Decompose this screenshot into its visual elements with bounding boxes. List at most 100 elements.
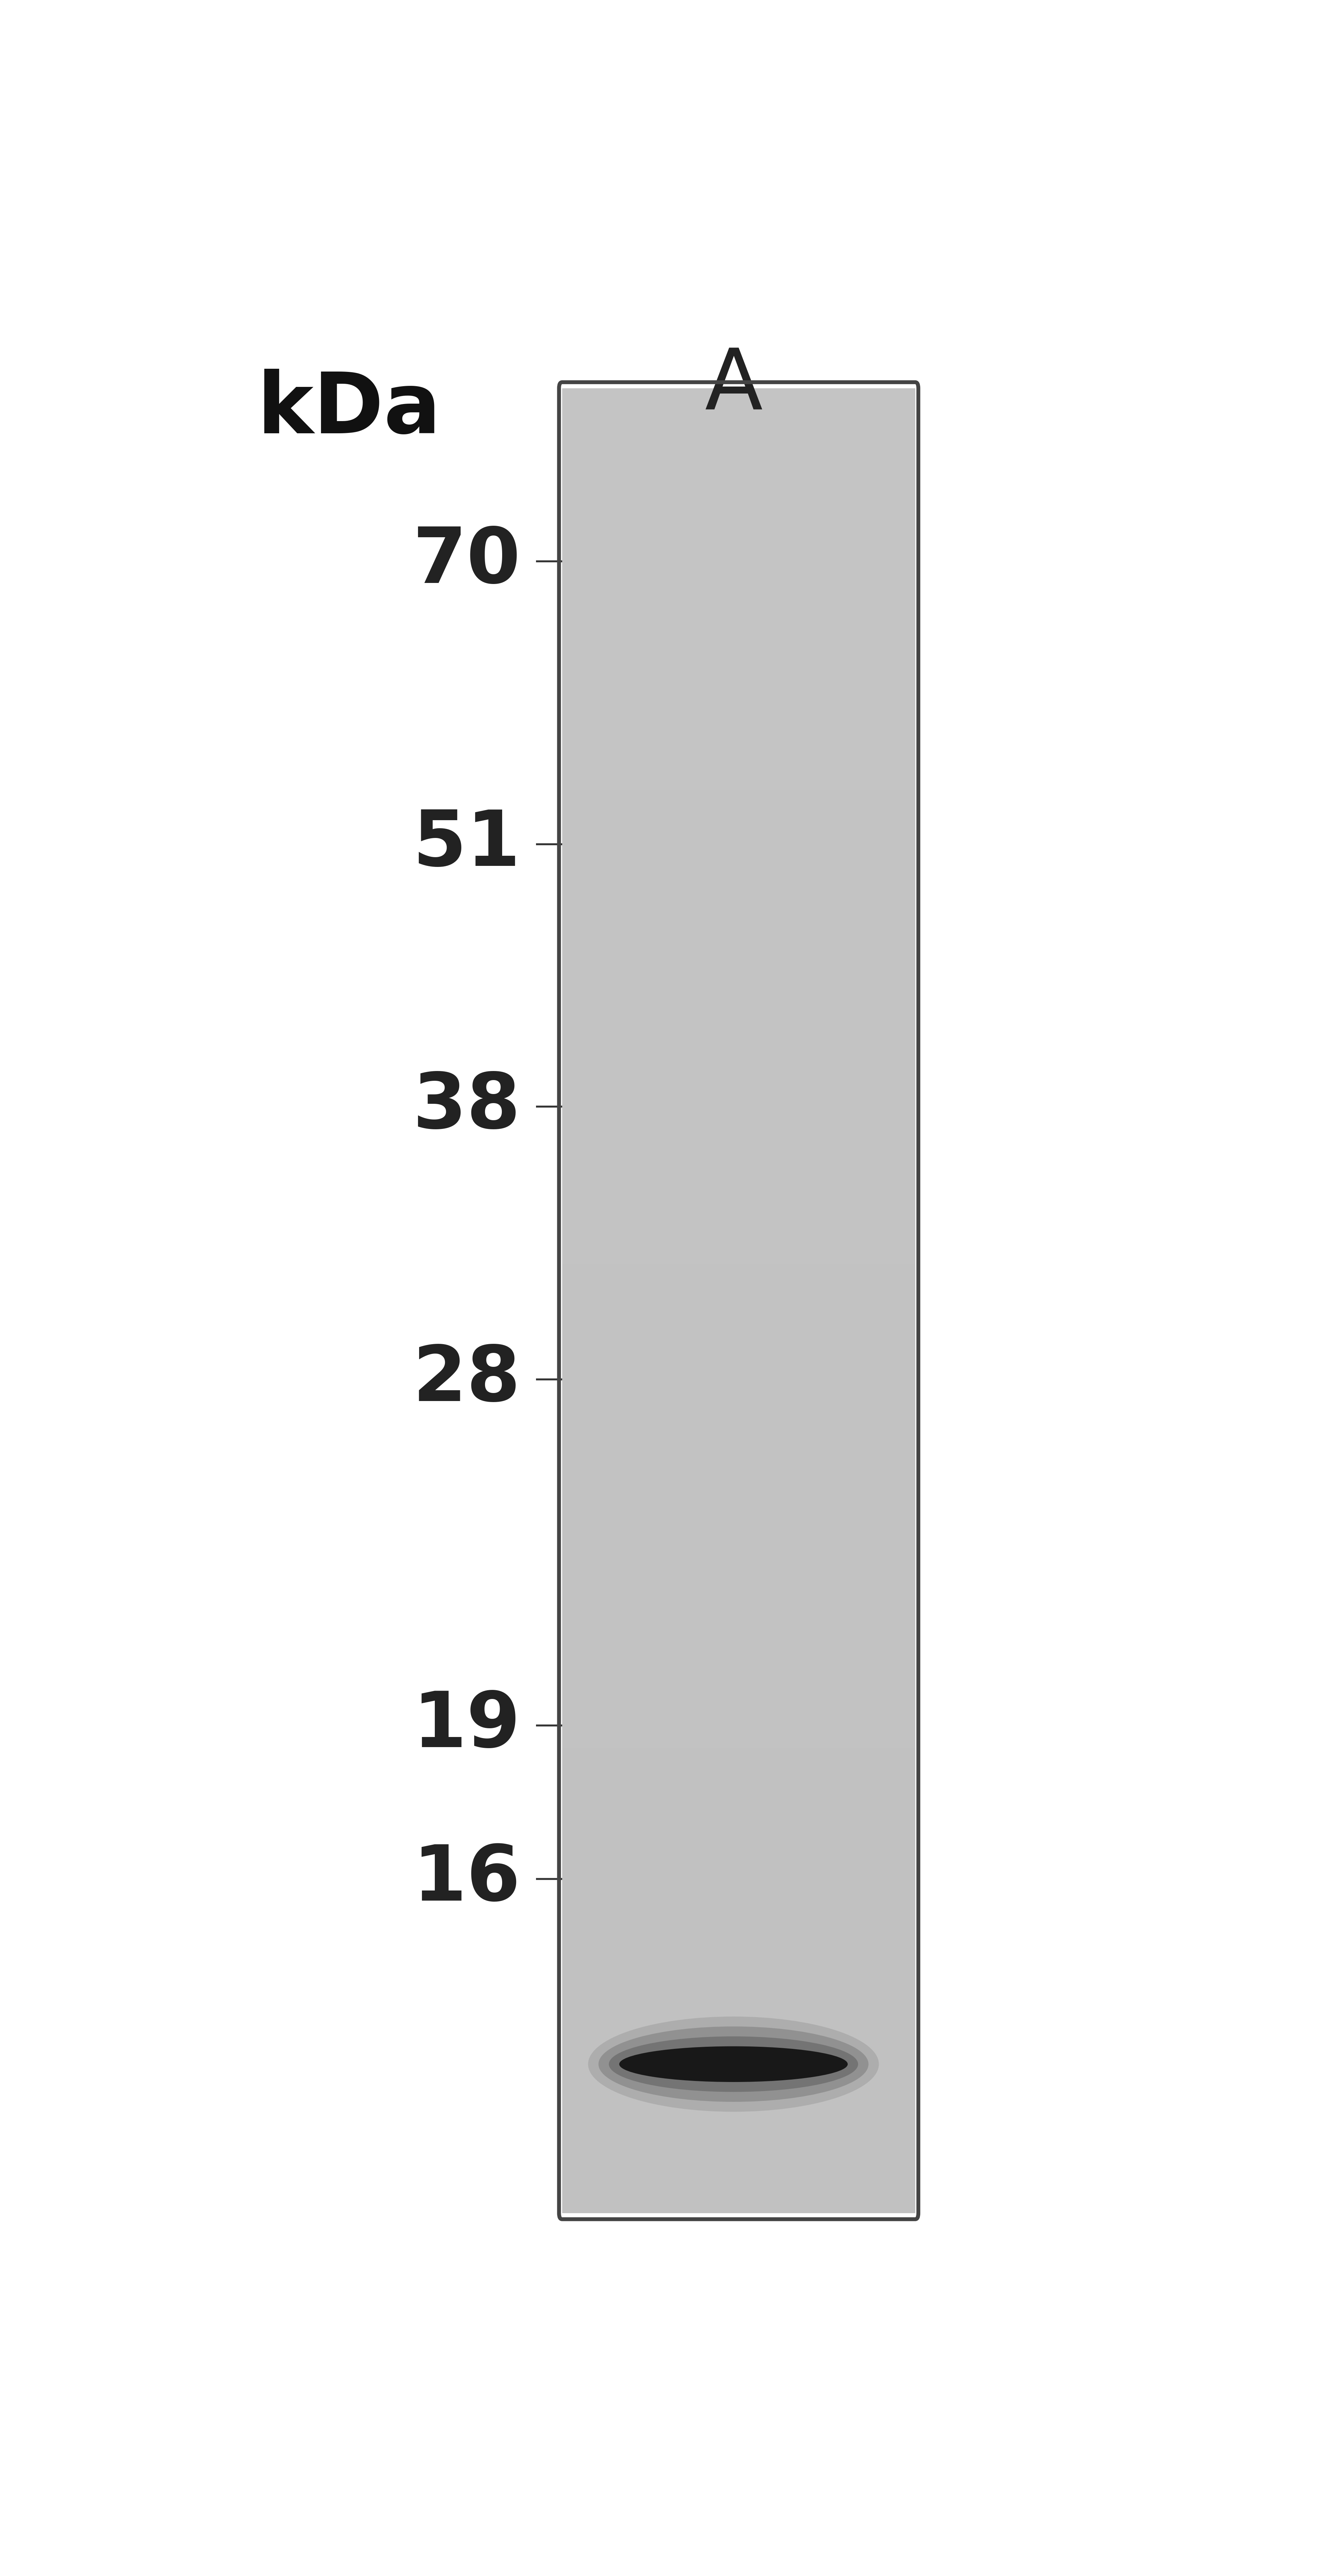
- Polygon shape: [563, 1940, 915, 1947]
- Polygon shape: [563, 1767, 915, 1775]
- Polygon shape: [563, 773, 915, 781]
- Polygon shape: [563, 1211, 915, 1218]
- Polygon shape: [563, 1373, 915, 1383]
- Polygon shape: [563, 2123, 915, 2130]
- Polygon shape: [563, 1319, 915, 1329]
- Polygon shape: [563, 1172, 915, 1182]
- Polygon shape: [563, 1164, 915, 1172]
- Polygon shape: [563, 572, 915, 580]
- Polygon shape: [563, 1430, 915, 1437]
- Polygon shape: [563, 461, 915, 471]
- Ellipse shape: [588, 2017, 879, 2112]
- Polygon shape: [563, 1710, 915, 1721]
- Polygon shape: [563, 1365, 915, 1373]
- Polygon shape: [563, 1703, 915, 1710]
- Polygon shape: [563, 453, 915, 461]
- Ellipse shape: [619, 2045, 848, 2081]
- Polygon shape: [563, 1728, 915, 1739]
- Polygon shape: [563, 1419, 915, 1430]
- Polygon shape: [563, 1128, 915, 1136]
- Polygon shape: [563, 435, 915, 443]
- Polygon shape: [563, 1968, 915, 1976]
- Polygon shape: [563, 992, 915, 999]
- Polygon shape: [563, 489, 915, 497]
- Polygon shape: [563, 2094, 915, 2105]
- Polygon shape: [563, 497, 915, 507]
- Polygon shape: [563, 1473, 915, 1484]
- Polygon shape: [563, 1182, 915, 1190]
- Polygon shape: [563, 2141, 915, 2148]
- Polygon shape: [563, 698, 915, 708]
- Polygon shape: [563, 616, 915, 626]
- Polygon shape: [563, 1749, 915, 1757]
- Polygon shape: [563, 1674, 915, 1685]
- Polygon shape: [563, 1092, 915, 1100]
- Polygon shape: [563, 1649, 915, 1656]
- Polygon shape: [563, 963, 915, 971]
- Polygon shape: [563, 1520, 915, 1530]
- Text: 28: 28: [413, 1342, 520, 1417]
- Polygon shape: [563, 2105, 915, 2112]
- Ellipse shape: [608, 2038, 858, 2092]
- Polygon shape: [563, 443, 915, 453]
- Text: 38: 38: [413, 1069, 520, 1144]
- Polygon shape: [563, 1857, 915, 1868]
- Polygon shape: [563, 634, 915, 644]
- Polygon shape: [563, 1692, 915, 1703]
- Polygon shape: [563, 1273, 915, 1283]
- Polygon shape: [563, 1893, 915, 1904]
- Polygon shape: [563, 891, 915, 899]
- Polygon shape: [563, 1721, 915, 1728]
- Polygon shape: [563, 2076, 915, 2087]
- Ellipse shape: [599, 2027, 868, 2102]
- Polygon shape: [563, 1291, 915, 1301]
- Polygon shape: [563, 2069, 915, 2076]
- Polygon shape: [563, 1994, 915, 2004]
- Polygon shape: [563, 853, 915, 863]
- Polygon shape: [563, 781, 915, 791]
- Polygon shape: [563, 2130, 915, 2141]
- Polygon shape: [563, 1255, 915, 1265]
- Polygon shape: [563, 1839, 915, 1850]
- Polygon shape: [563, 1118, 915, 1128]
- Polygon shape: [563, 762, 915, 773]
- Polygon shape: [563, 1484, 915, 1492]
- Polygon shape: [563, 791, 915, 799]
- Polygon shape: [563, 1082, 915, 1092]
- Polygon shape: [563, 2112, 915, 2123]
- Polygon shape: [563, 1401, 915, 1412]
- Polygon shape: [563, 1886, 915, 1893]
- Polygon shape: [563, 1100, 915, 1110]
- Polygon shape: [563, 827, 915, 835]
- Polygon shape: [563, 2022, 915, 2030]
- Polygon shape: [563, 680, 915, 690]
- Polygon shape: [563, 397, 915, 407]
- Polygon shape: [563, 1437, 915, 1448]
- Polygon shape: [563, 1229, 915, 1236]
- Polygon shape: [563, 690, 915, 698]
- Polygon shape: [563, 1010, 915, 1018]
- Polygon shape: [563, 1492, 915, 1502]
- Polygon shape: [563, 1850, 915, 1857]
- Polygon shape: [563, 927, 915, 935]
- Polygon shape: [563, 1829, 915, 1839]
- Polygon shape: [563, 909, 915, 917]
- Polygon shape: [563, 799, 915, 809]
- Polygon shape: [563, 1638, 915, 1649]
- Polygon shape: [563, 389, 915, 397]
- Polygon shape: [563, 1337, 915, 1347]
- Polygon shape: [563, 1574, 915, 1584]
- Polygon shape: [563, 672, 915, 680]
- Polygon shape: [563, 2166, 915, 2177]
- Polygon shape: [563, 1265, 915, 1273]
- Polygon shape: [563, 1739, 915, 1749]
- Polygon shape: [563, 1018, 915, 1028]
- Polygon shape: [563, 598, 915, 608]
- Polygon shape: [563, 1218, 915, 1229]
- Polygon shape: [563, 1875, 915, 1886]
- Polygon shape: [563, 1190, 915, 1200]
- Polygon shape: [563, 1911, 915, 1922]
- Polygon shape: [563, 873, 915, 881]
- Polygon shape: [563, 1785, 915, 1793]
- Polygon shape: [563, 1620, 915, 1631]
